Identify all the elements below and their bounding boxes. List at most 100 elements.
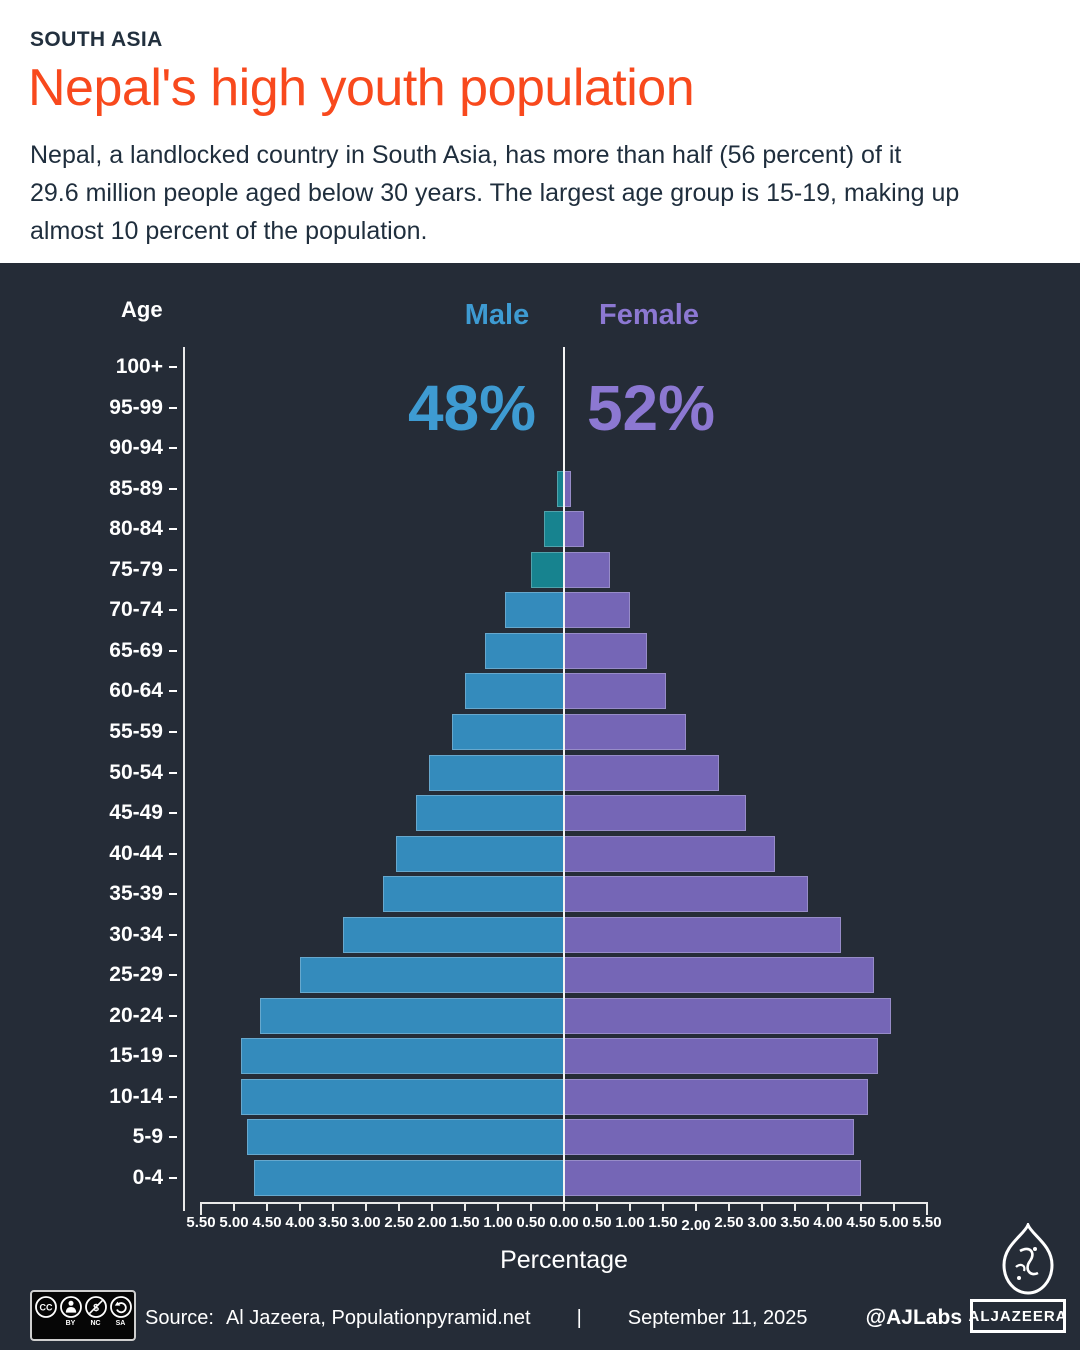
bar-female-50-54	[564, 754, 720, 791]
x-tick-label: 0.50	[516, 1214, 546, 1231]
age-tick	[169, 852, 177, 855]
x-axis-tick	[299, 1202, 301, 1211]
kicker: SOUTH ASIA	[30, 28, 163, 51]
bar-female-40-44	[564, 835, 776, 872]
female-legend-label: Female	[599, 299, 699, 331]
age-label-100+: 100+	[115, 355, 163, 378]
bar-male-10-14	[240, 1078, 564, 1115]
age-label-70-74: 70-74	[109, 598, 163, 622]
page-title: Nepal's high youth population	[28, 59, 695, 117]
bar-male-35-39	[382, 876, 564, 913]
center-divider-line	[563, 347, 565, 1203]
age-label-55-59: 55-59	[109, 719, 163, 743]
age-tick	[169, 893, 177, 896]
bar-female-70-74	[564, 592, 630, 629]
x-tick-label: 4.50	[846, 1214, 876, 1231]
bar-male-25-29	[300, 957, 564, 994]
bar-female-15-19	[564, 1038, 878, 1075]
age-tick	[169, 812, 177, 815]
age-tick	[169, 487, 177, 490]
female-share-value: 52%	[586, 372, 716, 444]
bar-female-60-64	[564, 673, 667, 710]
male-legend-label: Male	[464, 299, 530, 331]
bar-male-50-54	[428, 754, 564, 791]
age-tick	[169, 366, 177, 368]
age-tick	[169, 933, 177, 936]
bar-male-75-79	[531, 551, 564, 588]
age-tick	[169, 1055, 177, 1058]
x-axis-tick	[464, 1202, 466, 1211]
bar-female-0-4	[564, 1160, 861, 1196]
age-label-45-49: 45-49	[109, 801, 163, 825]
x-tick-label: 5.00	[219, 1214, 249, 1231]
subtitle-line: Nepal, a landlocked country in South Asi…	[30, 141, 902, 169]
bar-female-80-84	[564, 511, 584, 548]
subtitle: Nepal, a landlocked country in South Asi…	[30, 136, 990, 250]
subtitle-line: almost 10 percent of the population.	[30, 217, 428, 245]
age-label-5-9: 5-9	[132, 1125, 163, 1149]
age-tick	[169, 771, 177, 774]
age-label-75-79: 75-79	[109, 557, 163, 581]
x-axis-tick	[266, 1202, 268, 1211]
age-label-85-89: 85-89	[109, 476, 163, 500]
x-axis-tick	[233, 1202, 235, 1211]
bar-male-70-74	[504, 592, 564, 629]
cc-icon: CC	[34, 1295, 58, 1320]
age-label-65-69: 65-69	[109, 638, 163, 662]
x-axis-tick	[827, 1202, 829, 1211]
bar-female-30-34	[564, 916, 842, 953]
bar-female-35-39	[564, 876, 809, 913]
chart-panel: Age Male Female 48% 52% 100+ 95-99 90-94 85…	[0, 263, 1080, 1350]
bar-female-55-59	[564, 713, 687, 750]
date: September 11, 2025	[627, 1306, 808, 1329]
age-label-90-94: 90-94	[109, 436, 163, 460]
x-tick-label: 3.00	[351, 1214, 381, 1231]
cc-by-label: BY	[65, 1320, 76, 1327]
x-axis-tick	[695, 1202, 697, 1211]
cc-nc-icon: $ NC	[84, 1295, 108, 1328]
age-tick	[169, 730, 177, 733]
x-axis-tick	[860, 1202, 862, 1211]
aljazeera-flame-logo	[990, 1220, 1066, 1302]
x-axis-tick	[398, 1202, 400, 1211]
x-tick-label: 1.00	[483, 1214, 513, 1231]
x-axis-tick	[662, 1202, 664, 1211]
age-tick	[169, 528, 177, 531]
x-tick-label: 5.50	[912, 1214, 942, 1231]
x-tick-label: 2.00	[681, 1217, 711, 1234]
age-label-95-99: 95-99	[109, 395, 163, 419]
x-tick-label: 3.00	[747, 1214, 777, 1231]
source-label: Source:	[145, 1306, 214, 1329]
age-tick	[169, 568, 177, 571]
x-axis-tick	[530, 1202, 532, 1211]
bar-female-20-24	[564, 997, 891, 1034]
bar-male-15-19	[240, 1038, 564, 1075]
x-tick-label: 5.00	[879, 1214, 909, 1231]
x-axis-tick	[431, 1202, 433, 1211]
cc-by-icon: BY	[59, 1295, 83, 1328]
bar-male-30-34	[342, 916, 564, 953]
bar-male-55-59	[451, 713, 564, 750]
age-tick	[169, 609, 177, 612]
header: SOUTH ASIA Nepal's high youth population…	[0, 0, 1080, 263]
x-tick-label: 2.00	[417, 1214, 447, 1231]
bar-female-25-29	[564, 957, 875, 994]
bar-male-80-84	[544, 511, 564, 548]
x-axis-tick	[893, 1202, 895, 1211]
bar-male-0-4	[253, 1160, 564, 1196]
bar-female-65-69	[564, 632, 647, 669]
x-tick-label: 1.50	[450, 1214, 480, 1231]
y-axis-line	[183, 347, 185, 1211]
male-share-value: 48%	[407, 372, 537, 444]
age-tick	[169, 1095, 177, 1098]
x-axis-tick	[761, 1202, 763, 1211]
x-axis-tick	[728, 1202, 730, 1211]
x-tick-label: 1.00	[615, 1214, 645, 1231]
cc-sa-icon: SA	[109, 1295, 133, 1328]
separator: |	[576, 1306, 582, 1329]
age-axis-title: Age	[121, 297, 163, 322]
age-tick	[169, 447, 177, 450]
age-tick	[169, 1136, 177, 1139]
bar-male-45-49	[415, 795, 564, 832]
age-tick	[169, 974, 177, 977]
